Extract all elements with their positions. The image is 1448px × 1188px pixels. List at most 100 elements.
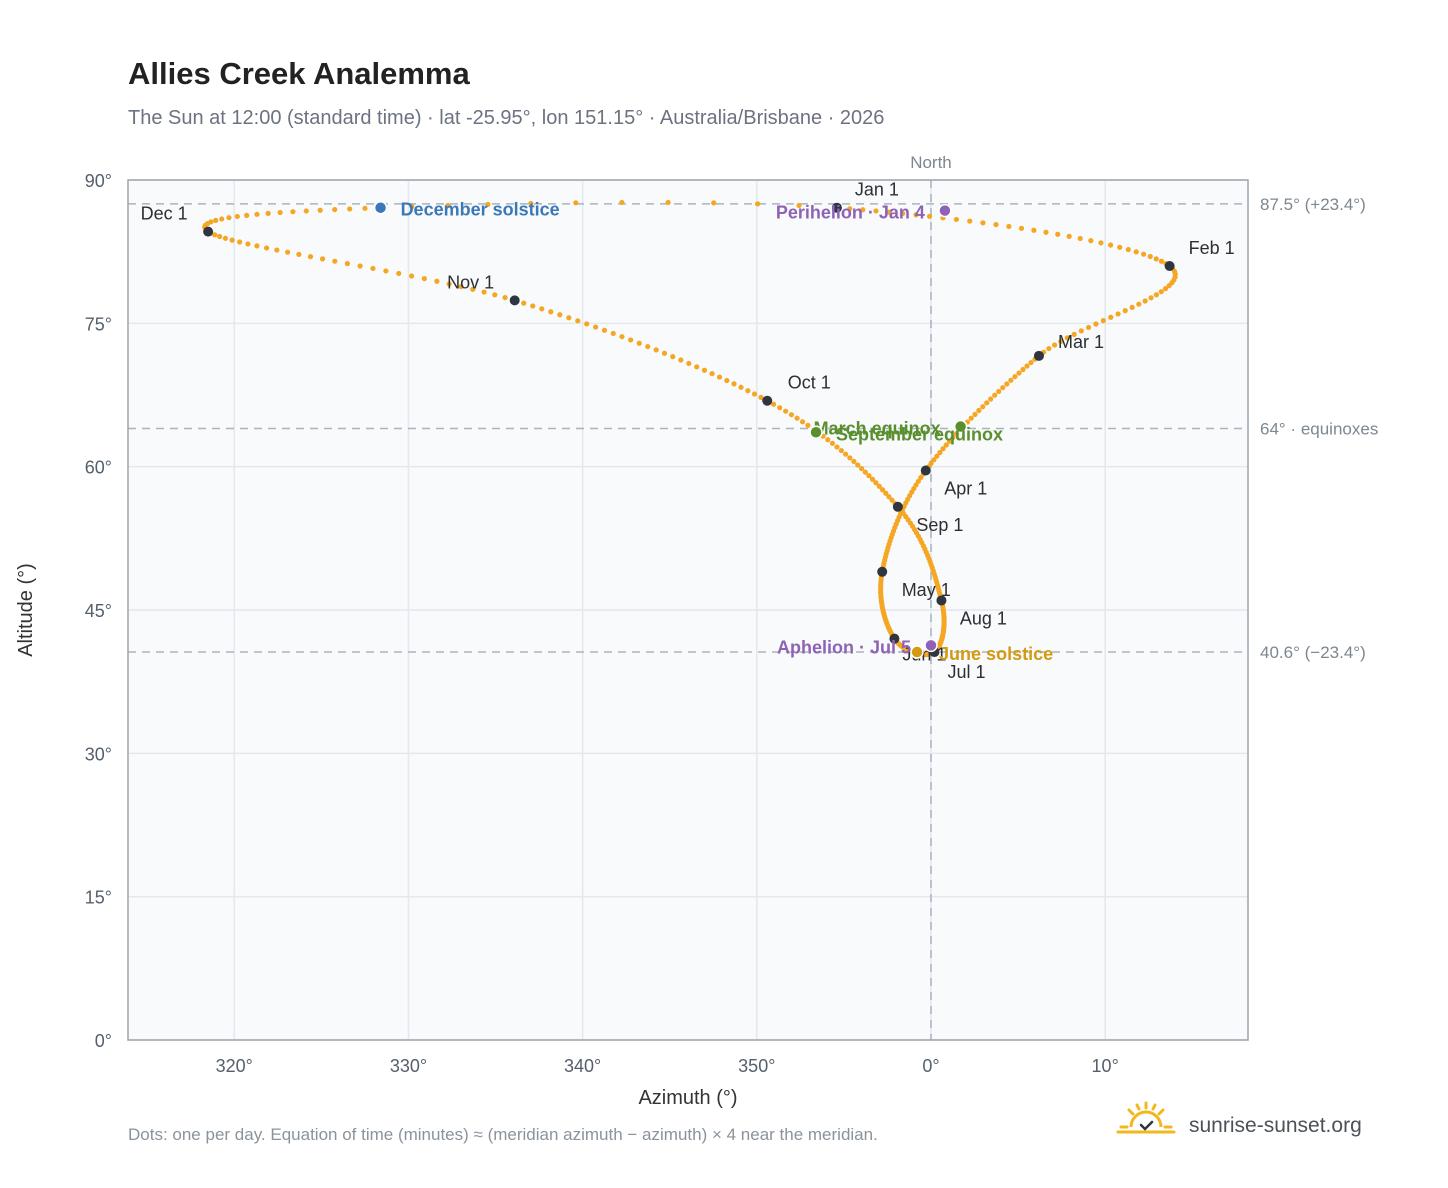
y-tick-label: 0° (95, 1031, 112, 1051)
day-dot (485, 201, 491, 208)
reference-line-label: 40.6° (−23.4°) (1260, 643, 1366, 662)
day-dot (770, 401, 777, 407)
day-dot (976, 407, 982, 414)
day-dot (825, 437, 831, 443)
day-dot (1140, 251, 1147, 257)
day-dot (796, 202, 802, 209)
day-dot (421, 276, 427, 282)
day-dot (1158, 258, 1165, 264)
day-dot (937, 449, 943, 456)
day-dot (610, 330, 616, 337)
day-dot (1052, 342, 1058, 348)
day-dot (665, 199, 671, 206)
day-dot (799, 419, 806, 425)
day-dot (738, 384, 744, 390)
day-dot (584, 321, 590, 327)
day-dot (575, 318, 581, 324)
day-dot (1000, 385, 1006, 391)
day-dot (876, 483, 882, 489)
day-dot (530, 303, 536, 309)
day-dot (950, 434, 956, 441)
y-tick-label: 45° (85, 601, 112, 621)
day-dot (566, 315, 572, 321)
day-dot (244, 212, 250, 218)
day-dot (213, 217, 219, 223)
day-dot (274, 247, 280, 253)
x-tick-label: 0° (922, 1056, 939, 1076)
day-dot (1006, 223, 1012, 230)
event-label: March equinox (814, 419, 941, 439)
day-dot (838, 447, 844, 454)
day-dot (357, 263, 363, 269)
day-dot (709, 371, 715, 377)
day-dot (678, 357, 684, 363)
day-dot (628, 337, 634, 343)
day-dot (344, 260, 350, 267)
day-dot (1088, 238, 1094, 244)
month-marker (936, 595, 947, 606)
plot-frame (127, 179, 1249, 1041)
day-dot (1133, 249, 1139, 255)
day-dot (1108, 242, 1114, 248)
day-dot (1148, 295, 1154, 301)
day-dot (332, 206, 338, 213)
brand-logo: sunrise-sunset.org (1116, 1101, 1362, 1137)
day-dot (1028, 359, 1034, 366)
day-dot (1108, 314, 1114, 320)
event-markers: December solstice Perihelion · Jan 4 March… (373, 200, 1053, 664)
day-dot (445, 202, 451, 209)
day-dot (254, 243, 260, 249)
x-tick-label: 10° (1092, 1056, 1119, 1076)
day-dot (829, 440, 836, 446)
day-dot (996, 388, 1002, 395)
day-dot (645, 343, 651, 350)
day-dot (694, 364, 700, 370)
x-axis-ticks: 320° 330° 340° 350° 0° 10° (216, 1056, 1119, 1076)
day-dot (1071, 331, 1077, 337)
day-dot (940, 446, 946, 452)
day-dot (1122, 308, 1128, 314)
day-dot (548, 309, 554, 315)
day-dot (953, 216, 960, 223)
day-dot (1166, 283, 1172, 289)
chart-subtitle: The Sun at 12:00 (standard time) · lat -… (128, 107, 884, 129)
day-dot (1043, 229, 1049, 235)
day-dot (758, 394, 764, 400)
month-label: Dec 1 (141, 204, 188, 224)
event-label: Aphelion · Jul 5 (777, 637, 911, 657)
day-dot (855, 462, 861, 468)
day-dot (794, 415, 800, 421)
day-dot (834, 444, 840, 450)
day-dot (1066, 233, 1072, 239)
month-label: Apr 1 (944, 478, 987, 498)
day-dot (303, 208, 309, 214)
day-dot (1147, 253, 1153, 260)
reference-line-label: 87.5° (+23.4°) (1260, 195, 1366, 214)
month-marker (920, 465, 931, 476)
day-dot (370, 265, 376, 272)
day-dot (860, 207, 866, 213)
day-dot (866, 473, 872, 479)
day-dot (988, 396, 994, 402)
day-dot (1078, 328, 1084, 334)
y-tick-label: 60° (85, 458, 112, 478)
event-label: Perihelion · Jan 4 (776, 203, 925, 223)
day-dot (1098, 240, 1104, 246)
month-marker (877, 566, 888, 577)
day-dot (984, 400, 990, 406)
day-dot (492, 292, 498, 298)
day-dot (1031, 227, 1037, 233)
day-dot (317, 207, 323, 213)
day-dot (1085, 324, 1092, 331)
day-dot (869, 476, 876, 482)
day-dot (1008, 377, 1014, 383)
day-dot (219, 216, 225, 222)
x-tick-label: 330° (390, 1056, 427, 1076)
day-dot (296, 251, 302, 257)
month-marker (889, 633, 900, 644)
event-marker (953, 419, 968, 434)
day-dot (1100, 318, 1106, 324)
day-dot (458, 283, 464, 290)
